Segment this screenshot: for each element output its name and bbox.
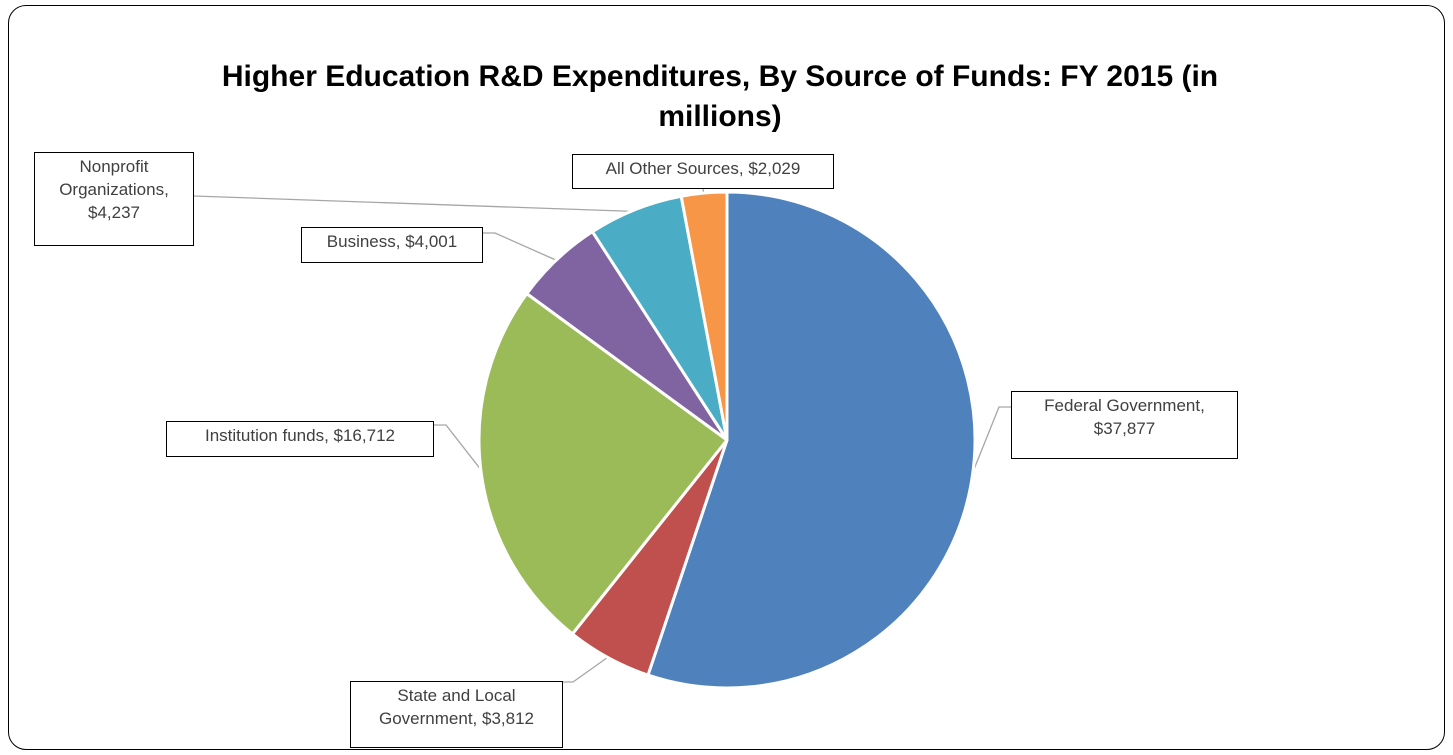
data-label-line: $37,877 (1093, 419, 1156, 438)
data-label-line: Organizations, (59, 180, 169, 199)
leader-line (483, 232, 559, 262)
leader-lines (193, 188, 1011, 683)
data-label-line: Government, $3,812 (379, 709, 534, 728)
data-label-institution-funds: Institution funds, $16,712 (166, 421, 434, 457)
data-label-federal-government: Federal Government, $37,877 (1011, 391, 1238, 459)
leader-line (434, 424, 484, 474)
leader-line (193, 195, 636, 213)
data-label-state-and-local-government: State and Local Government, $3,812 (350, 681, 563, 748)
chart-title: Higher Education R&D Expenditures, By So… (221, 60, 1219, 133)
data-label-line: State and Local (397, 686, 516, 705)
data-label-line: Business, $4,001 (326, 232, 458, 251)
data-label-all-other-sources: All Other Sources, $2,029 (572, 154, 834, 189)
data-label-line: Nonprofit (79, 157, 149, 176)
data-label-nonprofit-organizations: Nonprofit Organizations, $4,237 (34, 152, 194, 246)
data-label-line: Federal Government, (1044, 396, 1205, 415)
data-label-business: Business, $4,001 (301, 227, 483, 263)
pie-slices (477, 190, 977, 690)
leader-line (563, 655, 610, 683)
data-label-line: Institution funds, $16,712 (205, 426, 395, 445)
leader-line (969, 406, 1011, 480)
data-label-line: All Other Sources, $2,029 (605, 159, 801, 178)
data-label-line: $4,237 (88, 203, 140, 222)
pie-slice-institution-funds (477, 292, 729, 636)
pie-slice-federal-government (646, 190, 977, 690)
pie-slice-all-other-sources (679, 190, 729, 442)
